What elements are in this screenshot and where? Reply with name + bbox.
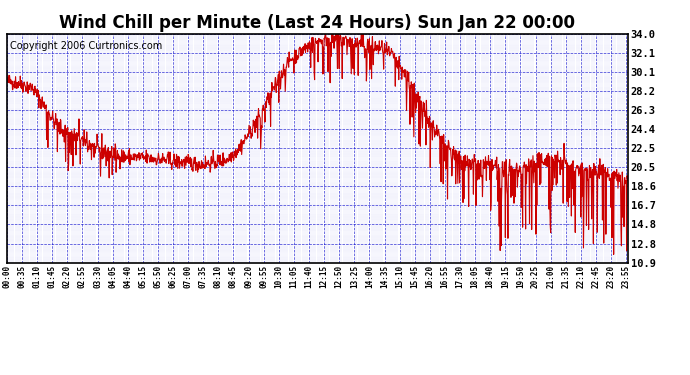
Title: Wind Chill per Minute (Last 24 Hours) Sun Jan 22 00:00: Wind Chill per Minute (Last 24 Hours) Su…	[59, 14, 575, 32]
Text: Copyright 2006 Curtronics.com: Copyright 2006 Curtronics.com	[10, 40, 162, 51]
